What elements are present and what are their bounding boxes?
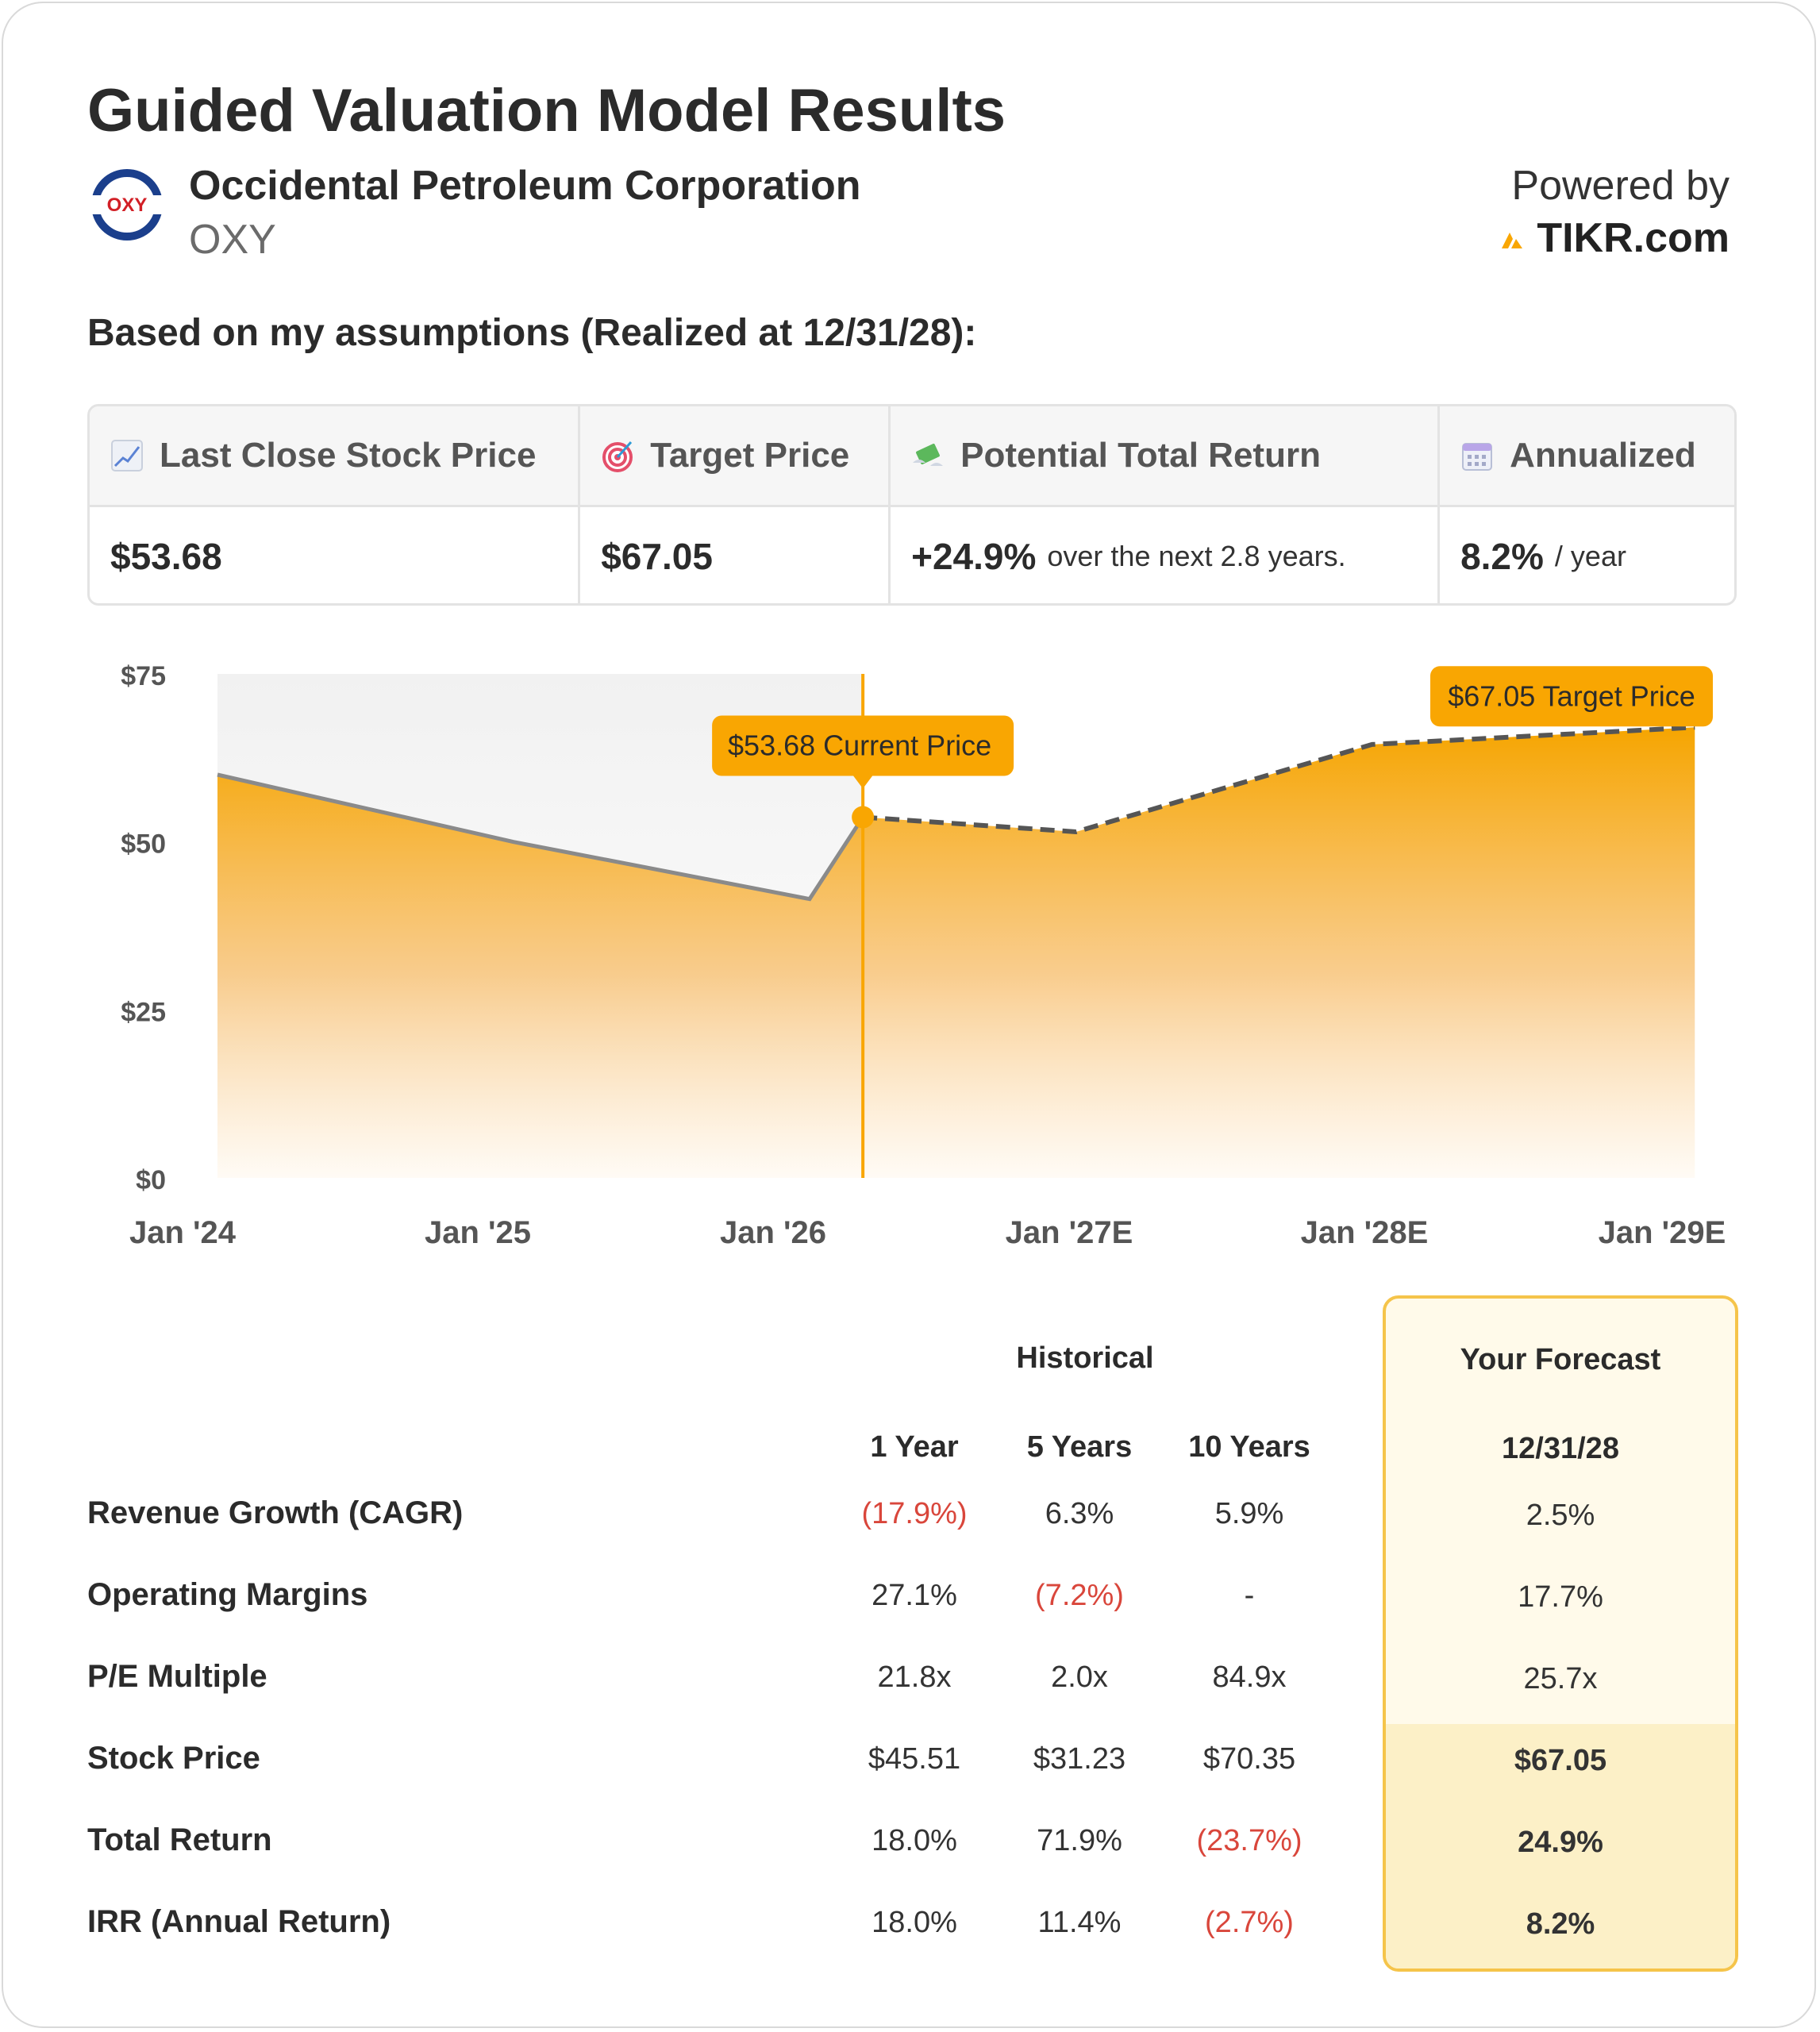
target-price-callout (1430, 666, 1713, 727)
table-cell: (7.2%) (1035, 1579, 1124, 1612)
oxy-logo: OXY (90, 169, 164, 241)
annualized-value-cell: 8.2% / year (1440, 507, 1734, 603)
summary-table: Last Close Stock Price Target Price Pote… (87, 404, 1737, 606)
x-tick-label: Jan '28E (1301, 1215, 1429, 1250)
price-area (217, 727, 1695, 1178)
forecast-cell: 2.5% (1526, 1499, 1595, 1532)
header-target-price: Target Price (580, 406, 891, 505)
annualized-suffix: / year (1554, 540, 1626, 572)
chart-plot-area: $75 $50 $25 $0 Jan '24 Jan '25 Jan '26 Jan '27E… (121, 661, 1726, 1250)
money-wings-icon (913, 444, 944, 466)
target-price-value-cell: $67.05 (580, 507, 891, 603)
powered-by-label: Powered by (1511, 163, 1730, 209)
table-cell: (17.9%) (861, 1497, 968, 1530)
header-last-close: Last Close Stock Price (90, 406, 581, 505)
col-1-year: 1 Year (870, 1430, 959, 1464)
x-tick-label: Jan '26 (720, 1215, 826, 1250)
price-chart: $75 $50 $25 $0 Jan '24 Jan '25 Jan '26 Jan '27E… (121, 661, 1726, 1250)
logo-text: OXY (107, 194, 148, 216)
col-5-years: 5 Years (1026, 1430, 1133, 1464)
ticker-symbol: OXY (189, 217, 276, 263)
summary-header-row: Last Close Stock Price Target Price Pote… (90, 406, 1734, 507)
forecast-cell: 8.2% (1526, 1907, 1595, 1941)
calendar-icon (1462, 443, 1493, 471)
last-close-value-cell: $53.68 (90, 507, 581, 603)
header-label: Target Price (650, 436, 850, 475)
company-name: Occidental Petroleum Corporation (189, 163, 861, 209)
tikr-brand[interactable]: TIKR.com (1499, 214, 1730, 262)
table-cell: $70.35 (1202, 1742, 1296, 1776)
x-tick-label: Jan '29E (1599, 1215, 1726, 1250)
target-price-label: $67.05 Target Price (1448, 679, 1695, 712)
forecast-column-box (1383, 1295, 1738, 1972)
header-label: Potential Total Return (960, 436, 1321, 475)
forecast-cell: $67.05 (1514, 1744, 1607, 1777)
current-price-callout (712, 715, 1014, 776)
table-cell: 71.9% (1037, 1824, 1122, 1857)
current-price-callout-pointer (853, 775, 873, 789)
historical-line (217, 772, 865, 902)
table-cell: $45.51 (868, 1742, 961, 1776)
table-cell: 6.3% (1045, 1497, 1114, 1530)
current-price-label: $53.68 Current Price (728, 729, 991, 762)
row-label: Revenue Growth (CAGR) (87, 1495, 464, 1530)
table-cell: 2.0x (1051, 1661, 1108, 1694)
forecast-cell: 24.9% (1518, 1826, 1603, 1859)
forecast-highlight (1386, 1724, 1735, 1968)
forecast-line (862, 725, 1695, 834)
table-cell: (23.7%) (1196, 1824, 1302, 1857)
chart-increasing-icon (111, 440, 143, 471)
table-cell: 5.9% (1214, 1497, 1284, 1530)
tikr-logo-icon (1502, 233, 1523, 248)
summary-value-row: $53.68 $67.05 +24.9% over the next 2.8 y… (90, 507, 1734, 603)
historical-heading: Historical (1016, 1341, 1154, 1375)
x-tick-label: Jan '24 (129, 1215, 237, 1250)
row-label: P/E Multiple (87, 1659, 267, 1694)
x-tick-label: Jan '27E (1006, 1215, 1133, 1250)
table-cell: 18.0% (872, 1906, 957, 1939)
annualized-value: 8.2% (1460, 536, 1544, 577)
current-price-point (852, 806, 875, 829)
table-cell: $31.23 (1033, 1742, 1126, 1776)
row-label: Total Return (87, 1822, 272, 1857)
brand-name: TIKR.com (1537, 215, 1730, 261)
y-tick-label: $25 (121, 997, 166, 1027)
page-title: Guided Valuation Model Results (87, 77, 1006, 144)
header-total-return: Potential Total Return (891, 406, 1441, 505)
row-label: Operating Margins (87, 1577, 368, 1612)
target-price-value: $67.05 (601, 536, 713, 577)
row-label: Stock Price (87, 1741, 260, 1776)
table-cell: 84.9x (1212, 1661, 1287, 1694)
forecast-heading: Your Forecast (1460, 1343, 1661, 1376)
header-label: Annualized (1510, 436, 1696, 475)
table-cell: - (1244, 1579, 1255, 1612)
total-return-suffix: over the next 2.8 years. (1047, 540, 1346, 572)
total-return-value: +24.9% (911, 536, 1037, 577)
table-cell: 21.8x (877, 1661, 952, 1694)
x-tick-label: Jan '25 (425, 1215, 531, 1250)
target-icon (602, 441, 633, 472)
table-cell: 18.0% (872, 1824, 957, 1857)
assumptions-heading: Based on my assumptions (Realized at 12/… (87, 312, 977, 354)
col-10-years: 10 Years (1188, 1430, 1310, 1464)
header-label: Last Close Stock Price (160, 436, 537, 475)
table-cell: 11.4% (1037, 1906, 1122, 1939)
y-tick-label: $75 (121, 661, 166, 691)
y-tick-label: $0 (136, 1165, 166, 1195)
header-annualized: Annualized (1440, 406, 1734, 505)
row-label: IRR (Annual Return) (87, 1904, 391, 1939)
col-forecast-date: 12/31/28 (1502, 1432, 1619, 1465)
table-cell: (2.7%) (1205, 1906, 1294, 1939)
total-return-value-cell: +24.9% over the next 2.8 years. (891, 507, 1441, 603)
last-close-value: $53.68 (110, 536, 222, 577)
forecast-cell: 25.7x (1523, 1662, 1598, 1695)
forecast-cell: 17.7% (1518, 1580, 1603, 1614)
y-tick-label: $50 (121, 829, 166, 860)
table-cell: 27.1% (872, 1579, 957, 1612)
